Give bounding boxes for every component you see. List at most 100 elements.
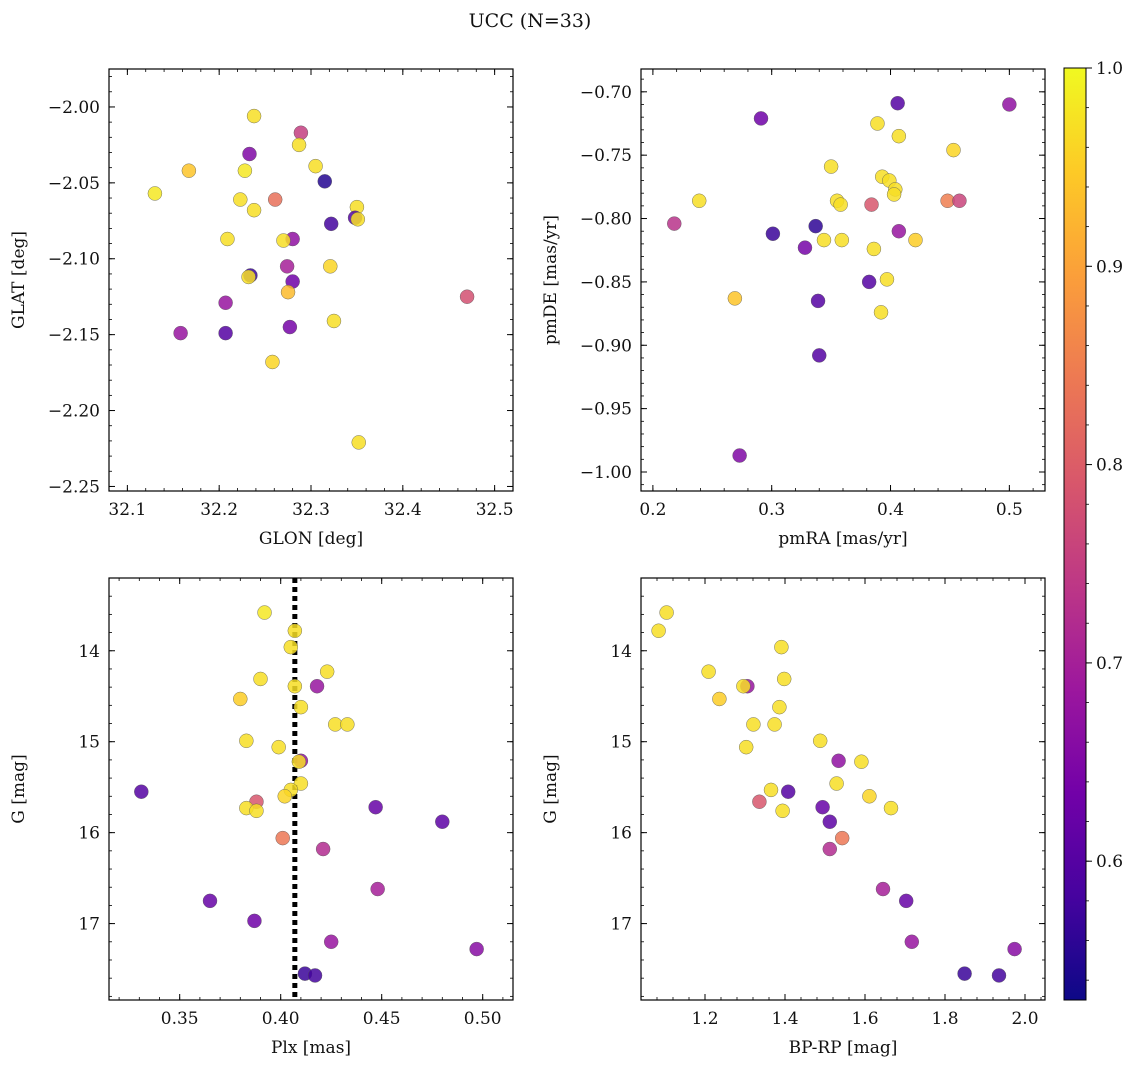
y-tick-label: −2.10 <box>48 250 100 270</box>
data-point <box>833 197 848 212</box>
data-point <box>823 159 839 174</box>
scatter-panel-pmra-pmde: 0.2 0.3 0.4 0.5 −1.00 −0.95 −0.90 −0.85 −0.80 −0.… <box>541 68 1046 549</box>
data-point <box>864 197 879 212</box>
data-point <box>293 125 309 140</box>
minor-ticks <box>109 577 513 1000</box>
data-point <box>1007 941 1022 957</box>
colorbar-tick-label: 0.9 <box>1096 257 1123 277</box>
data-point <box>326 313 342 329</box>
scatter-panel-bprp-g: 1.2 1.4 1.6 1.8 2.0 14 15 16 17 BP-RP [mag] G [mag… <box>541 577 1046 1058</box>
y-tick-label: −2.25 <box>48 477 100 497</box>
data-point <box>822 841 837 857</box>
data-point <box>952 193 967 208</box>
x-tick-label: 1.4 <box>771 1009 798 1029</box>
x-tick-label: 0.45 <box>363 1009 401 1029</box>
data-point <box>667 216 682 231</box>
y-tick-label: −2.15 <box>48 326 100 346</box>
colorbar-tick-label: 0.6 <box>1096 852 1123 872</box>
data-point <box>736 679 751 694</box>
data-point <box>220 231 235 247</box>
y-tick-label: −0.85 <box>580 273 632 293</box>
plot-area-glon-glat <box>108 68 514 492</box>
x-tick-label: 0.5 <box>996 500 1023 520</box>
x-tick-label: 1.8 <box>931 1009 958 1029</box>
data-point <box>775 803 790 819</box>
data-point <box>202 893 218 909</box>
data-point <box>879 272 895 287</box>
data-point <box>246 108 262 124</box>
data-point <box>991 968 1007 983</box>
plot-area-bprp-g <box>640 577 1046 1001</box>
data-point <box>1002 97 1017 112</box>
data-point <box>247 913 262 929</box>
data-point <box>469 941 484 957</box>
y-tick-label: 14 <box>610 642 632 662</box>
y-tick-label: −0.90 <box>580 336 632 356</box>
y-tick-label: 17 <box>610 915 632 935</box>
data-point <box>899 893 914 909</box>
data-point <box>822 814 837 829</box>
data-point <box>239 733 254 748</box>
y-tick-label: −0.75 <box>580 146 632 166</box>
minor-ticks <box>108 69 514 491</box>
x-tick-label: 2.0 <box>1011 1009 1038 1029</box>
data-point <box>727 291 743 306</box>
data-point <box>291 137 307 153</box>
data-point <box>774 639 789 655</box>
colorbar-gradient <box>1063 67 1087 1001</box>
y-tick-label: 16 <box>610 824 632 844</box>
data-point <box>181 163 197 178</box>
data-point <box>829 776 844 791</box>
data-point <box>815 799 830 815</box>
data-point <box>870 116 885 131</box>
x-tick-label: 0.4 <box>877 500 904 520</box>
y-tick-label: −2.20 <box>48 402 100 422</box>
data-point <box>317 174 332 189</box>
major-ticks <box>641 69 1045 491</box>
data-point <box>861 274 877 290</box>
data-point <box>862 789 877 804</box>
data-point <box>651 623 666 638</box>
minor-ticks <box>641 577 1045 1000</box>
data-point <box>307 968 323 983</box>
data-point <box>763 782 779 798</box>
data-point <box>781 784 796 799</box>
y-tick-label: −1.00 <box>580 463 632 483</box>
y-tick-label: 16 <box>78 824 100 844</box>
y-tick-label: −0.80 <box>580 210 632 230</box>
data-point <box>712 691 727 707</box>
data-point <box>753 111 769 126</box>
data-point <box>293 699 309 715</box>
data-point <box>692 193 707 208</box>
data-point <box>350 212 366 227</box>
colorbar-tick-label: 1.0 <box>1096 59 1123 79</box>
points <box>147 108 475 450</box>
data-point <box>309 679 325 694</box>
y-axis-label: G [mag] <box>9 754 29 823</box>
y-tick-label: −0.95 <box>580 400 632 420</box>
data-point <box>340 717 355 732</box>
data-point <box>218 325 233 341</box>
points <box>134 578 484 1000</box>
data-point <box>308 158 323 174</box>
data-point <box>777 671 792 687</box>
y-tick-label: −2.05 <box>48 174 100 194</box>
points <box>667 96 1017 463</box>
data-point <box>834 232 850 248</box>
data-point <box>873 305 889 320</box>
data-point <box>291 754 307 769</box>
colorbar-tick-label: 0.7 <box>1096 654 1123 674</box>
y-tick-label: 17 <box>78 915 100 935</box>
y-tick-label: 14 <box>78 642 100 662</box>
x-tick-label: 32.2 <box>200 500 238 520</box>
points <box>651 605 1022 983</box>
x-tick-label: 32.4 <box>384 500 422 520</box>
y-tick-label: 15 <box>610 733 632 753</box>
data-point <box>237 163 253 178</box>
data-point <box>249 803 264 819</box>
data-point <box>866 241 882 257</box>
data-point <box>904 934 919 949</box>
x-tick-label: 32.5 <box>476 500 514 520</box>
x-axis-label: pmRA [mas/yr] <box>778 529 907 549</box>
